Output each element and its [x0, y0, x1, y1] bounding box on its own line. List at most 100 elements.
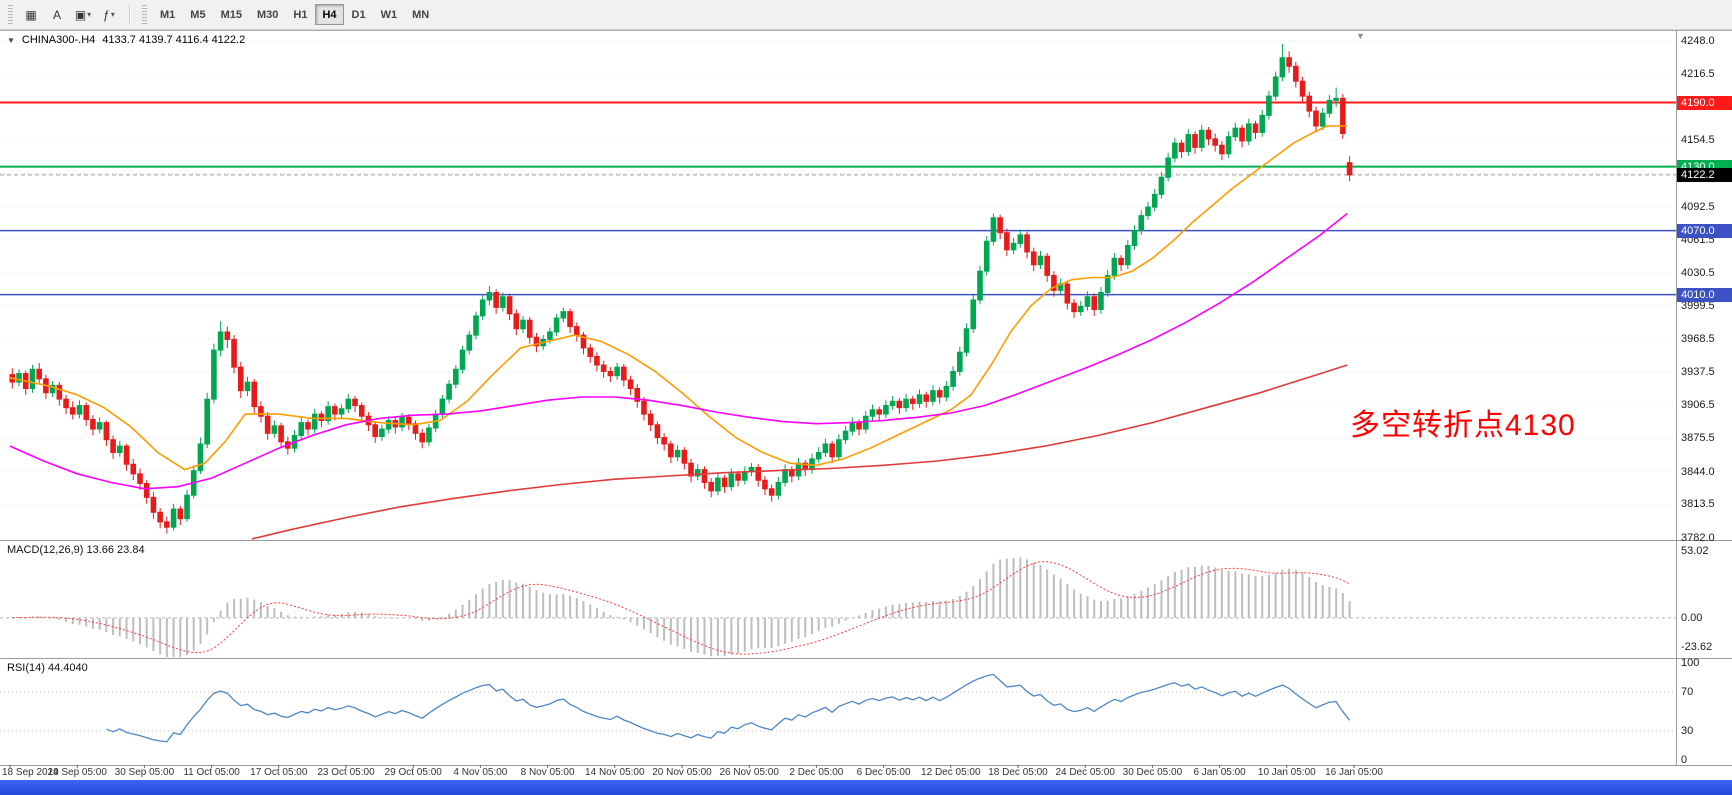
template-icon[interactable]: ▣ ▾: [71, 4, 95, 26]
rsi-line: [106, 673, 1351, 743]
candle-body: [1232, 127, 1239, 138]
candle-body: [493, 291, 499, 308]
timeframe-button-mn[interactable]: MN: [405, 4, 436, 25]
candle-body: [1266, 95, 1272, 116]
candle-body: [231, 338, 237, 368]
top-toolbar: ▦ A ▣ ▾ ƒ ▾ M1 M5 M15 M30 H1 H4 D1 W1 MN: [0, 0, 1732, 30]
candle-body: [345, 398, 352, 410]
timeframe-button-m1[interactable]: M1: [153, 4, 182, 25]
bottom-taskbar: [0, 780, 1732, 795]
candle-body: [1185, 134, 1192, 153]
timeframe-button-h1[interactable]: H1: [286, 4, 314, 25]
candle-body: [594, 355, 600, 366]
candle-body: [997, 217, 1003, 234]
candle-body: [735, 473, 741, 481]
candle-body: [977, 270, 983, 301]
candle-body: [614, 366, 620, 377]
candle-body: [869, 409, 876, 417]
candle-body: [298, 422, 305, 436]
candle-body: [641, 400, 647, 415]
dropdown-caret-icon: ▾: [87, 10, 92, 19]
candle-body: [405, 416, 412, 425]
dropdown-caret-icon: ▾: [110, 10, 115, 19]
candle-body: [1346, 162, 1353, 176]
candle-body: [842, 430, 849, 441]
candle-body: [957, 351, 963, 372]
timeframe-button-h4[interactable]: H4: [315, 4, 344, 25]
candle-body: [1084, 296, 1091, 307]
candle-body: [170, 508, 177, 528]
candle-body: [325, 406, 331, 422]
timeframe-button-m30[interactable]: M30: [250, 4, 285, 25]
candle-body: [1286, 57, 1292, 67]
price-gridlines: [0, 40, 1676, 539]
candle-body: [244, 381, 251, 392]
candle-body: [943, 385, 950, 398]
candle-body: [446, 383, 452, 400]
toolbar-icon-group: ▦ A ▣ ▾ ƒ ▾: [19, 4, 121, 26]
candle-body: [668, 443, 674, 458]
candle-body: [500, 296, 506, 308]
candle-body: [197, 443, 204, 472]
candle-body: [143, 482, 150, 498]
candle-body: [211, 349, 217, 400]
candle-body: [1340, 97, 1346, 134]
text-label-icon[interactable]: A: [45, 4, 69, 26]
candle-body: [822, 443, 829, 454]
candle-body: [983, 240, 990, 272]
timeframe-button-d1[interactable]: D1: [345, 4, 373, 25]
candle-body: [600, 364, 607, 372]
candle-body: [896, 400, 903, 409]
candle-body: [385, 420, 392, 430]
candle-body: [1272, 76, 1279, 97]
candle-body: [1125, 245, 1131, 266]
candle-body: [110, 439, 116, 454]
indicators-icon[interactable]: ƒ ▾: [97, 4, 121, 26]
candle-body: [1151, 193, 1158, 208]
candle-body: [621, 366, 627, 381]
candle-body: [1017, 234, 1024, 244]
candle-body: [311, 413, 318, 430]
chart-objects-icon[interactable]: ▦: [19, 4, 43, 26]
candle-body: [479, 299, 486, 317]
macd-histogram: [18, 557, 1351, 658]
candle-body: [130, 463, 137, 475]
candle-body: [520, 319, 526, 330]
candle-body: [1259, 114, 1266, 133]
candle-body: [426, 427, 432, 443]
candle-body: [1111, 257, 1118, 276]
candle-body: [1138, 215, 1145, 232]
timeframe-button-m15[interactable]: M15: [214, 4, 249, 25]
candle-body: [358, 405, 365, 417]
candle-body: [721, 477, 728, 488]
timeframe-button-m5[interactable]: M5: [183, 4, 212, 25]
toolbar-grip[interactable]: [8, 4, 13, 25]
candle-body: [1245, 123, 1252, 142]
candle-body: [587, 347, 594, 357]
candle-body: [930, 390, 936, 402]
candle-body: [83, 405, 90, 420]
candle-body: [580, 334, 587, 349]
candle-body: [1313, 110, 1319, 127]
candle-body: [123, 445, 130, 465]
candle-body: [157, 511, 163, 523]
candle-body: [1051, 274, 1057, 291]
candle-body: [332, 406, 338, 415]
candle-body: [883, 405, 889, 415]
candle-body: [923, 394, 930, 402]
candle-body: [701, 469, 708, 483]
timeframe-button-w1[interactable]: W1: [374, 4, 405, 25]
candle-body: [654, 424, 661, 439]
candle-body: [63, 398, 69, 409]
candle-body: [473, 315, 479, 336]
candle-body: [224, 331, 231, 340]
candle-body: [459, 349, 466, 370]
candle-body: [184, 494, 190, 520]
text-label-icon-glyph: A: [52, 7, 61, 22]
candle-body: [16, 373, 22, 383]
timeframe-toolbar-grip[interactable]: [142, 4, 147, 25]
candle-body: [936, 390, 943, 398]
candle-body: [573, 326, 580, 336]
candle-body: [1299, 80, 1306, 97]
